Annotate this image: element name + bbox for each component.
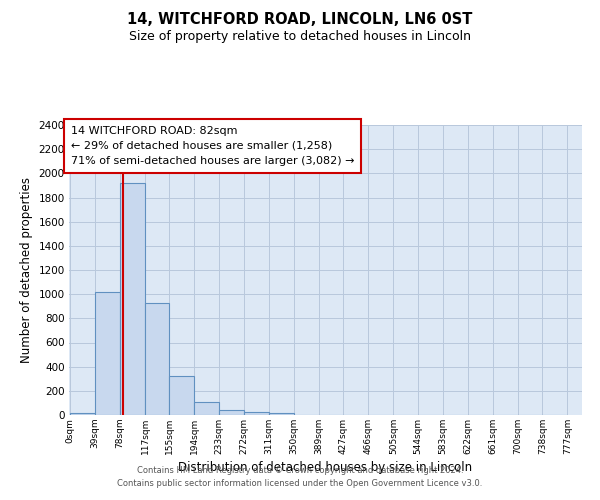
Text: Contains public sector information licensed under the Open Government Licence v3: Contains public sector information licen… bbox=[118, 479, 482, 488]
Text: Contains HM Land Registry data © Crown copyright and database right 2024.: Contains HM Land Registry data © Crown c… bbox=[137, 466, 463, 475]
Bar bbox=[220, 410, 244, 415]
Bar bbox=[120, 183, 145, 415]
Bar bbox=[169, 376, 194, 415]
Y-axis label: Number of detached properties: Number of detached properties bbox=[20, 177, 33, 363]
Bar bbox=[95, 292, 120, 415]
Bar bbox=[194, 402, 220, 415]
Bar bbox=[70, 412, 95, 415]
Bar bbox=[244, 412, 269, 415]
Bar bbox=[145, 302, 169, 415]
Text: 14, WITCHFORD ROAD, LINCOLN, LN6 0ST: 14, WITCHFORD ROAD, LINCOLN, LN6 0ST bbox=[127, 12, 473, 28]
Bar bbox=[269, 413, 294, 415]
X-axis label: Distribution of detached houses by size in Lincoln: Distribution of detached houses by size … bbox=[178, 461, 473, 474]
Text: Size of property relative to detached houses in Lincoln: Size of property relative to detached ho… bbox=[129, 30, 471, 43]
Text: 14 WITCHFORD ROAD: 82sqm
← 29% of detached houses are smaller (1,258)
71% of sem: 14 WITCHFORD ROAD: 82sqm ← 29% of detach… bbox=[71, 126, 355, 166]
